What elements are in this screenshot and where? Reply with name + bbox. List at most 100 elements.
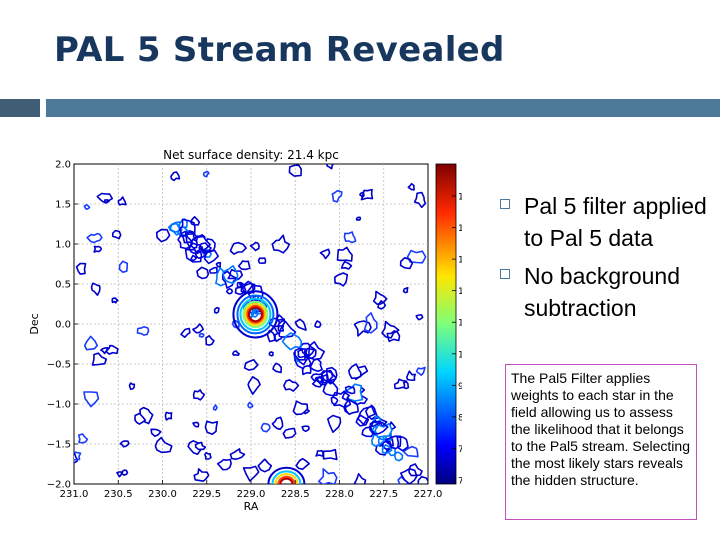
density-contour (242, 465, 260, 482)
density-contour (406, 370, 416, 381)
density-contour (413, 191, 427, 209)
colorbar-tick-label: 142 (458, 193, 462, 203)
density-contour (406, 249, 427, 264)
density-contour (271, 416, 284, 431)
density-contour (164, 411, 173, 421)
density-contour (74, 451, 82, 461)
density-contour (343, 231, 357, 244)
density-contour (118, 260, 129, 273)
bullet-text: No background subtraction (524, 263, 680, 321)
density-contour (271, 234, 291, 254)
density-contour (90, 282, 101, 296)
density-contour (310, 373, 324, 384)
density-contour (104, 199, 110, 204)
density-contour (193, 468, 210, 482)
cluster-core-contour (246, 305, 265, 324)
density-contour (119, 440, 130, 448)
density-contour (417, 475, 428, 484)
density-contour (330, 396, 339, 406)
bullet-item: No background subtraction (500, 260, 715, 324)
x-tick-label: 227.0 (414, 489, 443, 500)
density-contour (179, 218, 196, 238)
density-contour (295, 457, 310, 470)
bullet-text: Pal 5 filter applied to Pal 5 data (524, 193, 707, 251)
density-contour (274, 332, 283, 343)
y-tick-label: −0.5 (47, 360, 71, 371)
density-contour (111, 297, 119, 304)
x-tick-label: 230.0 (148, 489, 177, 500)
density-contour (317, 468, 338, 484)
density-contour (334, 272, 349, 287)
y-tick-label: −1.0 (47, 400, 71, 411)
density-contour (100, 347, 109, 355)
density-contour (381, 444, 393, 454)
density-contour (117, 196, 127, 206)
density-contour (83, 204, 91, 210)
density-contour (394, 451, 404, 462)
y-tick-label: 2.0 (55, 160, 71, 171)
cluster-core-contour (239, 297, 272, 332)
density-contour (355, 414, 370, 427)
colorbar-tick-label: 70 (458, 477, 462, 487)
density-contour (311, 377, 324, 388)
colorbar-tick-label: 94 (458, 382, 462, 392)
density-contour (208, 266, 218, 274)
square-bullet-icon (500, 199, 510, 209)
density-contour (202, 170, 210, 178)
bottom-blob-contour (279, 477, 294, 484)
density-contour (294, 318, 307, 331)
density-contour (116, 471, 123, 478)
colorbar-tick-label: 134 (458, 224, 462, 234)
density-contour (111, 229, 122, 240)
density-contour (75, 262, 87, 275)
density-contour (204, 420, 219, 435)
y-tick-label: 0.5 (55, 280, 71, 291)
colorbar-tick-label: 118 (458, 287, 462, 297)
x-tick-label: 228.0 (325, 489, 354, 500)
title-divider-right (46, 99, 720, 117)
density-contour (257, 458, 273, 473)
y-axis: 2.0 1.5 1.0 0.5 0.0 −0.5 −1.0 −1.5 −2.0 (47, 160, 78, 491)
y-tick-label: −1.5 (47, 440, 71, 451)
density-contour (325, 164, 334, 170)
x-tick-label: 230.5 (104, 489, 133, 500)
density-contour (154, 436, 173, 454)
density-contour (203, 249, 219, 265)
x-tick-label: 231.0 (60, 489, 89, 500)
bottom-blob-contour (277, 475, 296, 484)
density-contour (283, 379, 300, 392)
density-contour (385, 435, 402, 450)
slide-title: PAL 5 Stream Revealed (54, 30, 505, 70)
density-chart: Net surface density: 21.4 kpc 231.0 230.5… (28, 148, 462, 513)
density-contour (247, 376, 261, 395)
colorbar-tick-label: 78 (458, 445, 462, 455)
x-axis: 231.0 230.5 230.0 229.5 229.0 228.5 228.0 227.5… (60, 480, 443, 500)
density-contour (319, 248, 331, 260)
density-contour (369, 421, 389, 435)
density-contour (336, 246, 353, 262)
bullet-list: Pal 5 filter applied to Pal 5 data No ba… (500, 190, 715, 330)
density-contour (170, 171, 181, 182)
density-contour (322, 380, 339, 397)
density-marks (74, 164, 428, 484)
density-contour (292, 400, 309, 416)
density-contour (136, 326, 150, 336)
density-contour (402, 286, 409, 294)
title-divider-left (0, 99, 40, 117)
density-contour (322, 448, 338, 461)
density-contour (355, 216, 362, 221)
density-contour (301, 425, 310, 433)
density-contour (348, 363, 362, 379)
density-contour (396, 436, 409, 452)
density-contour (243, 359, 259, 371)
callout-box: The Pal5 Filter applies weights to each … (505, 364, 697, 520)
density-contour (190, 254, 198, 262)
cluster-core-contour (247, 306, 263, 323)
density-contour (353, 473, 367, 484)
density-contour (363, 312, 378, 334)
density-contour (314, 320, 322, 328)
density-contour (167, 221, 181, 233)
density-contour (402, 445, 419, 458)
cluster-core-contour (236, 294, 275, 335)
colorbar-tick-label: 126 (458, 256, 462, 266)
